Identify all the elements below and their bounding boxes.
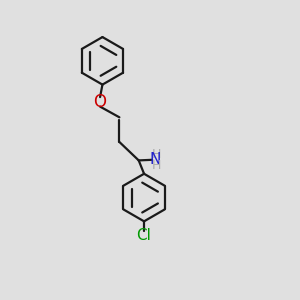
Text: O: O — [94, 93, 106, 111]
Text: H: H — [152, 159, 161, 172]
Text: N: N — [149, 152, 161, 167]
Text: Cl: Cl — [136, 228, 152, 243]
Text: H: H — [152, 148, 161, 161]
